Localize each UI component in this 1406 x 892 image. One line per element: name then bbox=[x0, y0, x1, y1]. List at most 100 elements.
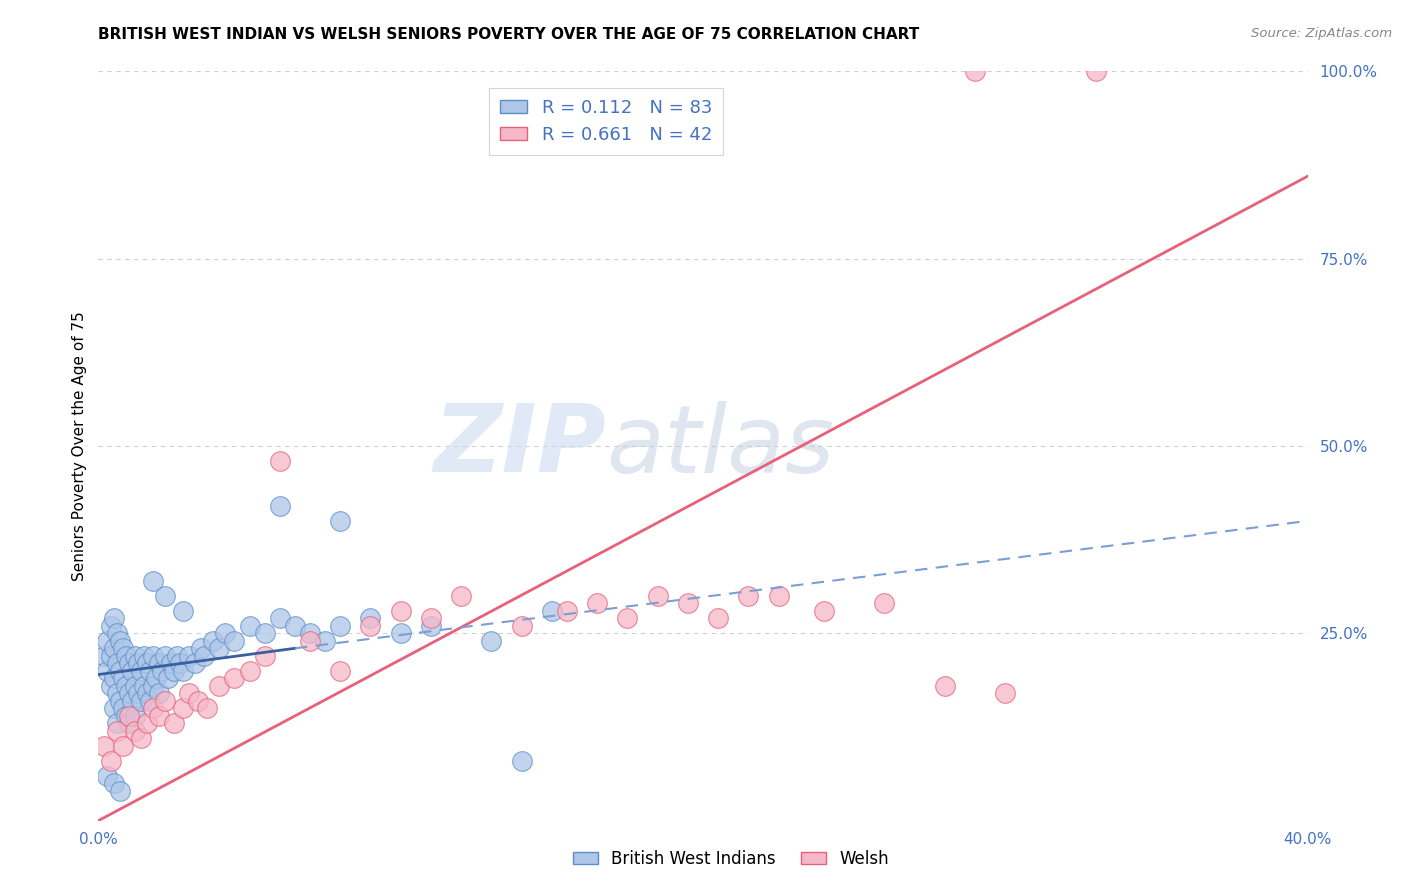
Point bbox=[148, 708, 170, 723]
Point bbox=[103, 776, 125, 790]
Point bbox=[114, 648, 136, 663]
Point bbox=[329, 514, 352, 528]
Point bbox=[616, 611, 638, 625]
Point bbox=[132, 648, 155, 663]
Point bbox=[737, 589, 759, 603]
Point bbox=[163, 664, 186, 678]
Point bbox=[707, 611, 730, 625]
Point bbox=[676, 596, 699, 610]
Point bbox=[934, 679, 956, 693]
Point bbox=[124, 679, 146, 693]
Point bbox=[105, 716, 128, 731]
Point bbox=[121, 694, 143, 708]
Point bbox=[172, 664, 194, 678]
Point bbox=[224, 633, 246, 648]
Point bbox=[190, 641, 212, 656]
Text: ZIP: ZIP bbox=[433, 400, 606, 492]
Text: Source: ZipAtlas.com: Source: ZipAtlas.com bbox=[1251, 27, 1392, 40]
Point bbox=[100, 619, 122, 633]
Point bbox=[105, 686, 128, 700]
Point bbox=[179, 648, 201, 663]
Point bbox=[481, 633, 503, 648]
Point bbox=[142, 679, 165, 693]
Point bbox=[169, 657, 191, 671]
Point bbox=[124, 708, 146, 723]
Point bbox=[114, 679, 136, 693]
Point bbox=[360, 619, 382, 633]
Y-axis label: Seniors Poverty Over the Age of 75: Seniors Poverty Over the Age of 75 bbox=[72, 311, 87, 581]
Point bbox=[195, 701, 218, 715]
Point bbox=[269, 499, 291, 513]
Point bbox=[103, 641, 125, 656]
Point bbox=[389, 626, 412, 640]
Point bbox=[93, 648, 115, 663]
Point bbox=[111, 641, 134, 656]
Point bbox=[118, 708, 141, 723]
Point bbox=[269, 611, 291, 625]
Text: atlas: atlas bbox=[606, 401, 835, 491]
Point bbox=[586, 596, 609, 610]
Point bbox=[105, 657, 128, 671]
Point bbox=[187, 694, 209, 708]
Point bbox=[389, 604, 412, 618]
Point bbox=[160, 657, 183, 671]
Point bbox=[153, 694, 176, 708]
Point bbox=[239, 664, 262, 678]
Point bbox=[129, 664, 152, 678]
Point bbox=[540, 604, 562, 618]
Point bbox=[510, 754, 533, 768]
Point bbox=[100, 679, 122, 693]
Point bbox=[329, 664, 352, 678]
Point bbox=[135, 716, 157, 731]
Point bbox=[768, 589, 790, 603]
Point bbox=[420, 619, 443, 633]
Point bbox=[108, 664, 131, 678]
Point bbox=[139, 664, 162, 678]
Point bbox=[153, 648, 176, 663]
Point bbox=[103, 671, 125, 685]
Point bbox=[150, 664, 173, 678]
Point bbox=[156, 671, 179, 685]
Point bbox=[239, 619, 262, 633]
Point bbox=[111, 701, 134, 715]
Point bbox=[269, 454, 291, 468]
Point bbox=[103, 611, 125, 625]
Point bbox=[873, 596, 896, 610]
Point bbox=[314, 633, 336, 648]
Point bbox=[100, 754, 122, 768]
Point bbox=[148, 686, 170, 700]
Point bbox=[450, 589, 472, 603]
Point bbox=[142, 701, 165, 715]
Point bbox=[124, 723, 146, 738]
Point bbox=[139, 694, 162, 708]
Point bbox=[129, 694, 152, 708]
Point bbox=[994, 686, 1017, 700]
Point bbox=[145, 671, 167, 685]
Point bbox=[105, 723, 128, 738]
Point bbox=[135, 657, 157, 671]
Point bbox=[813, 604, 835, 618]
Point bbox=[118, 657, 141, 671]
Point bbox=[166, 648, 188, 663]
Point bbox=[153, 589, 176, 603]
Legend: R = 0.112   N = 83, R = 0.661   N = 42: R = 0.112 N = 83, R = 0.661 N = 42 bbox=[489, 88, 723, 154]
Point bbox=[193, 648, 215, 663]
Point bbox=[299, 626, 322, 640]
Point bbox=[555, 604, 578, 618]
Point bbox=[135, 686, 157, 700]
Point bbox=[142, 648, 165, 663]
Point bbox=[253, 648, 276, 663]
Point bbox=[124, 648, 146, 663]
Point bbox=[114, 708, 136, 723]
Point bbox=[100, 648, 122, 663]
Point bbox=[420, 611, 443, 625]
Point bbox=[93, 739, 115, 753]
Point bbox=[132, 679, 155, 693]
Point bbox=[127, 657, 149, 671]
Point bbox=[129, 731, 152, 746]
Point bbox=[118, 686, 141, 700]
Point bbox=[224, 671, 246, 685]
Point bbox=[965, 64, 987, 78]
Point bbox=[208, 641, 231, 656]
Point bbox=[96, 633, 118, 648]
